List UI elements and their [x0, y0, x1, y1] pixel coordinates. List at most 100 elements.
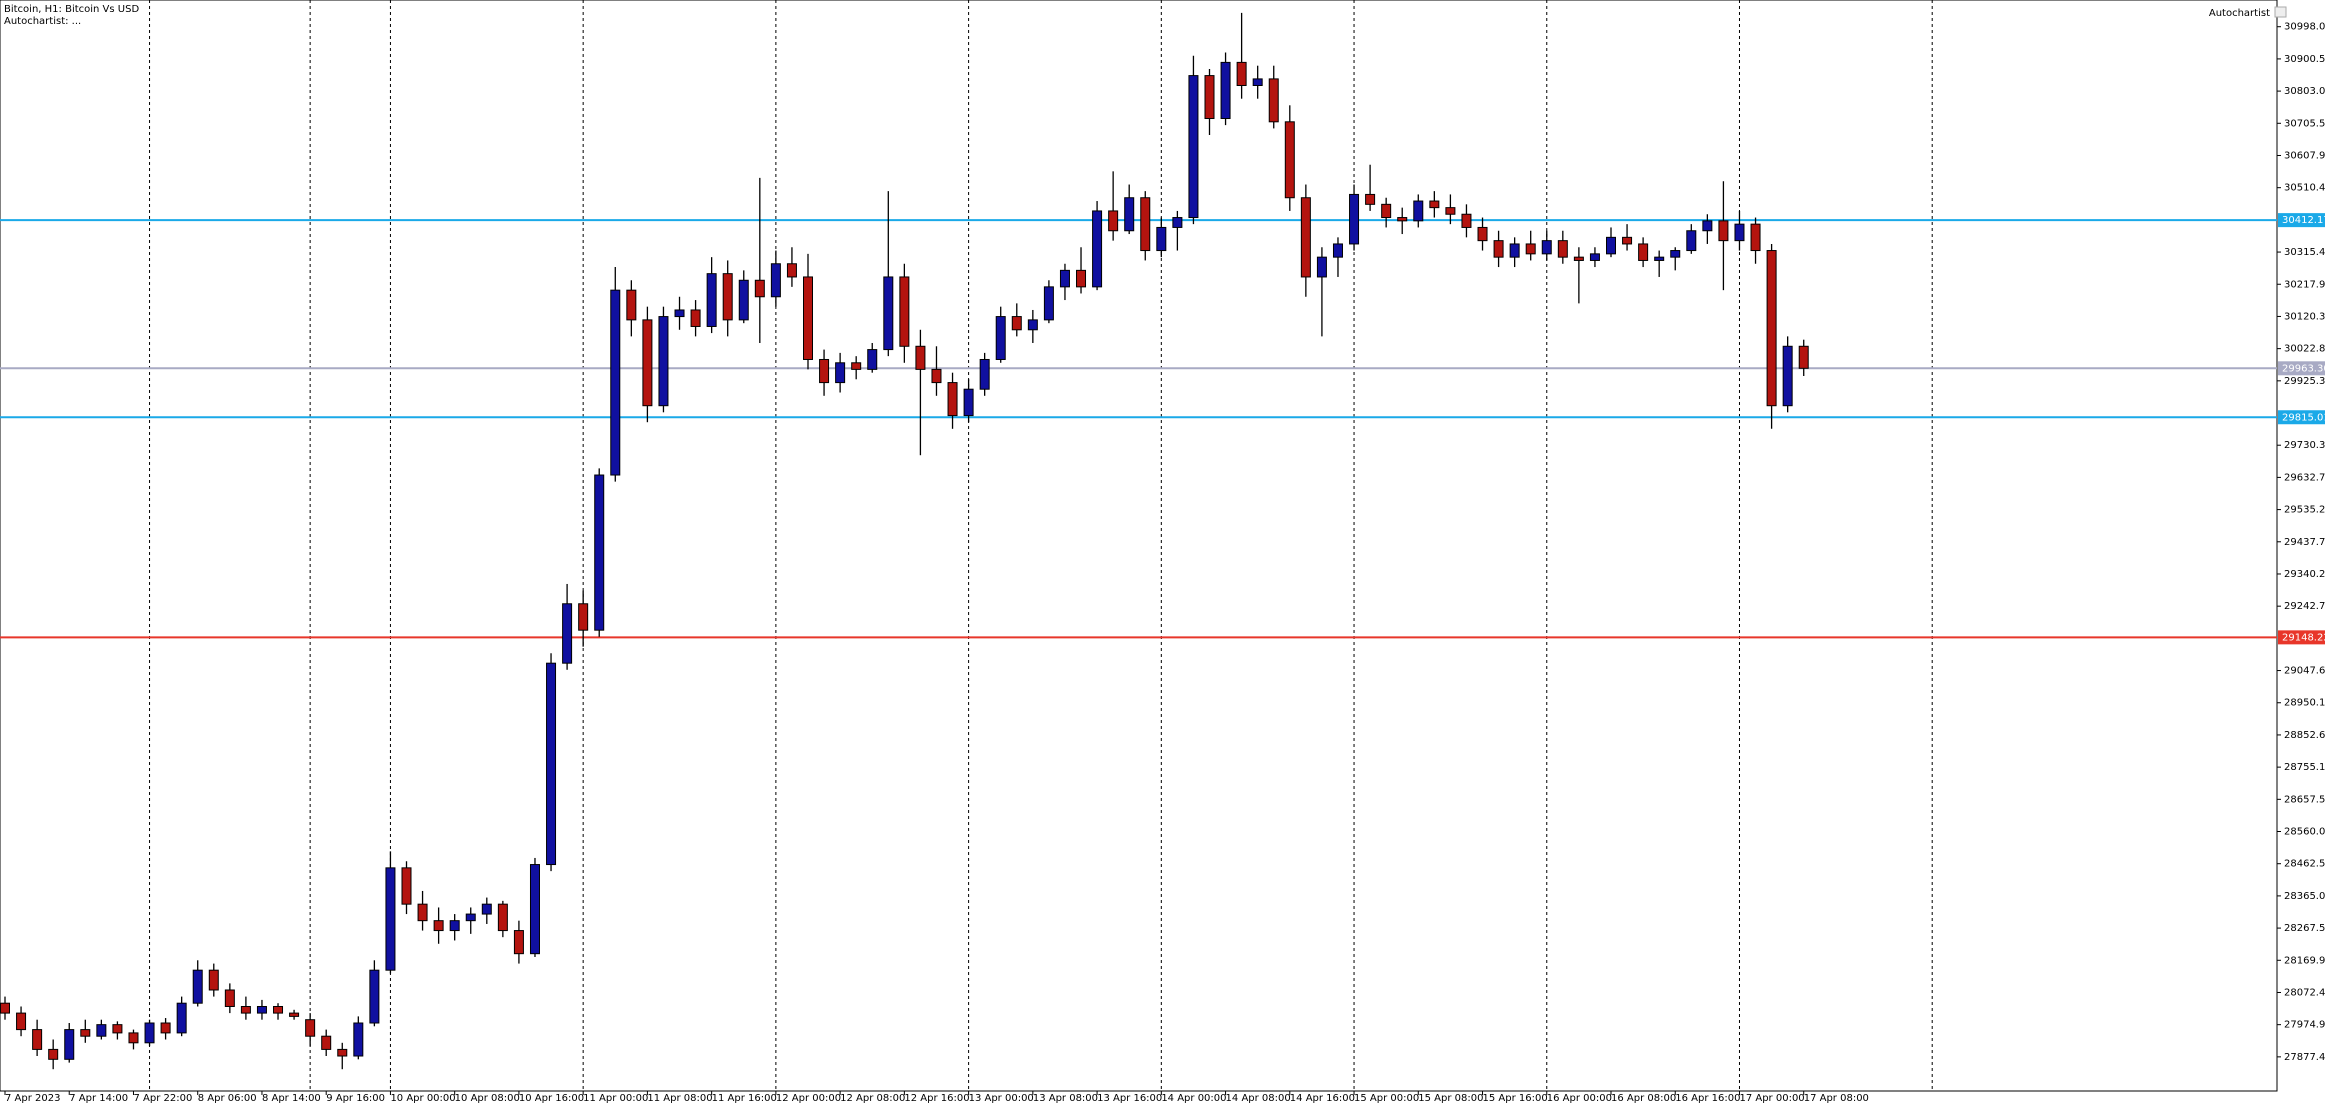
- candle-body: [353, 1022, 364, 1057]
- candle-body: [128, 1032, 139, 1044]
- candle-body: [1782, 345, 1793, 407]
- candles: [0, 12, 1809, 1070]
- candle-body: [931, 368, 942, 384]
- levels: [0, 219, 2277, 639]
- x-tick-label: 7 Apr 22:00: [133, 1093, 192, 1104]
- candle-body: [642, 319, 653, 407]
- x-tick-label: 7 Apr 14:00: [69, 1093, 128, 1104]
- x-tick-label: 14 Apr 00:00: [1161, 1093, 1226, 1104]
- candle-body: [770, 263, 781, 298]
- candle-body: [835, 362, 846, 384]
- x-tick-label: 8 Apr 06:00: [198, 1093, 257, 1104]
- y-tick-label: 30705.51: [2284, 118, 2325, 129]
- candle-body: [1670, 250, 1681, 258]
- candle-body: [947, 382, 958, 417]
- candle-body: [1349, 193, 1360, 245]
- candle-body: [176, 1002, 187, 1034]
- candle-body: [738, 279, 749, 321]
- candle-body: [1252, 78, 1263, 86]
- y-tick-label: 29242.71: [2284, 601, 2325, 612]
- candle-body: [1188, 75, 1199, 219]
- candle-body: [96, 1024, 107, 1037]
- y-tick-label: 28267.51: [2284, 923, 2325, 934]
- candle-body: [1059, 269, 1070, 288]
- candle-body: [819, 358, 830, 384]
- candle-body: [1284, 121, 1295, 199]
- candle-body: [417, 903, 428, 922]
- level-label: 30412.17: [2282, 215, 2325, 226]
- candle-body: [1493, 240, 1504, 258]
- candle-body: [562, 603, 573, 664]
- x-tick-label: 15 Apr 08:00: [1418, 1093, 1483, 1104]
- candle-body: [1011, 316, 1022, 331]
- candle-body: [1686, 230, 1697, 252]
- level-tag: [2278, 213, 2325, 228]
- candle-body: [465, 913, 476, 922]
- candle-body: [112, 1024, 123, 1034]
- y-tick-label: 30900.55: [2284, 54, 2325, 65]
- level-label: 29148.22: [2282, 632, 2325, 643]
- candle-body: [192, 969, 203, 1004]
- candle-body: [1525, 243, 1536, 255]
- candle-body: [1445, 207, 1456, 215]
- y-tick-label: 28462.55: [2284, 859, 2325, 870]
- candle-body: [1606, 236, 1616, 255]
- candle-body: [786, 263, 797, 278]
- candle-body: [1397, 217, 1408, 222]
- y-tick-label: 28950.15: [2284, 698, 2325, 709]
- candle-body: [658, 316, 669, 407]
- y-tick-label: 29535.27: [2284, 505, 2325, 516]
- candle-body: [160, 1022, 171, 1034]
- y-tick-label: 30217.91: [2284, 279, 2325, 290]
- y-tick-label: 29340.23: [2284, 569, 2325, 580]
- candle-body: [321, 1035, 332, 1050]
- candle-body: [208, 969, 219, 991]
- candle-body: [899, 276, 910, 347]
- y-tick-label: 30607.99: [2284, 150, 2325, 161]
- candle-body: [594, 474, 605, 631]
- candle-body: [224, 989, 235, 1007]
- candle-body: [915, 345, 926, 370]
- candle-body: [722, 273, 733, 321]
- candle-body: [1381, 203, 1392, 219]
- x-tick-label: 15 Apr 16:00: [1483, 1093, 1548, 1104]
- candle-body: [337, 1048, 348, 1057]
- autochartist-icon[interactable]: [2274, 6, 2287, 18]
- candle-body: [1124, 197, 1135, 232]
- x-tick-label: 14 Apr 08:00: [1226, 1093, 1291, 1104]
- candle-body: [497, 903, 508, 932]
- candle-body: [144, 1022, 155, 1044]
- y-tick-label: 28755.11: [2284, 762, 2325, 773]
- candle-body: [385, 867, 396, 971]
- candle-body: [1220, 61, 1231, 120]
- candle-body: [963, 388, 974, 417]
- candle-body: [546, 662, 557, 866]
- candle-body: [1557, 240, 1568, 258]
- x-tick-label: 13 Apr 16:00: [1097, 1093, 1162, 1104]
- candle-body: [1043, 286, 1054, 321]
- candle-body: [1300, 197, 1311, 278]
- level-tag: [2278, 630, 2325, 645]
- y-tick-label: 28365.03: [2284, 891, 2325, 902]
- y-tick-label: 30022.87: [2284, 344, 2325, 355]
- y-tick-label: 29047.67: [2284, 666, 2325, 677]
- level-label: 29963.30: [2282, 363, 2325, 374]
- x-tick-label: 10 Apr 16:00: [519, 1093, 584, 1104]
- y-tick-label: 28657.59: [2284, 794, 2325, 805]
- candle-body: [1638, 243, 1649, 261]
- candle-body: [1268, 78, 1279, 123]
- candle-body: [481, 903, 492, 915]
- candle-body: [1766, 250, 1777, 407]
- candle-body: [305, 1019, 316, 1037]
- candle-body: [610, 289, 621, 476]
- candle-body: [1734, 223, 1745, 242]
- candle-body: [80, 1029, 91, 1037]
- candle-body: [803, 276, 813, 360]
- candle-body: [1654, 256, 1665, 261]
- x-tick-label: 9 Apr 16:00: [326, 1093, 385, 1104]
- autochartist-badge[interactable]: Autochartist: [2209, 8, 2270, 19]
- y-tick-label: 27877.43: [2284, 1052, 2325, 1063]
- candle-body: [1798, 345, 1809, 369]
- candle-body: [578, 603, 589, 631]
